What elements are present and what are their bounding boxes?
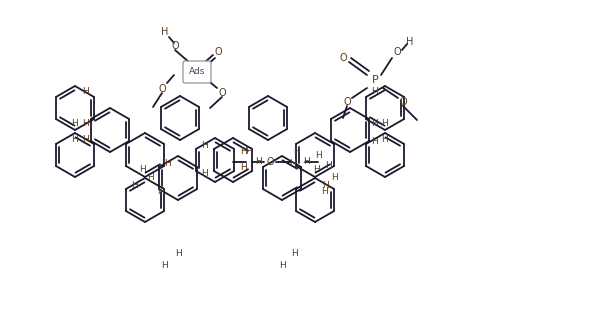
Text: H: H bbox=[201, 170, 208, 178]
Text: H: H bbox=[174, 249, 181, 257]
Text: O: O bbox=[214, 47, 222, 57]
Text: H: H bbox=[371, 136, 378, 146]
Text: P: P bbox=[371, 75, 378, 85]
Text: H: H bbox=[325, 161, 332, 170]
Text: H: H bbox=[321, 188, 327, 197]
Text: H: H bbox=[371, 120, 378, 128]
Text: H: H bbox=[72, 135, 79, 144]
Text: H: H bbox=[314, 164, 321, 174]
Text: H: H bbox=[406, 37, 414, 47]
Text: O: O bbox=[339, 53, 347, 63]
Text: H: H bbox=[371, 87, 378, 97]
Text: H: H bbox=[161, 261, 168, 269]
Text: H: H bbox=[72, 120, 79, 128]
Text: O: O bbox=[393, 47, 401, 57]
Text: H: H bbox=[82, 120, 88, 128]
Text: Ads: Ads bbox=[189, 68, 205, 76]
Text: H: H bbox=[139, 164, 146, 174]
Text: H: H bbox=[201, 141, 208, 150]
Text: H: H bbox=[239, 148, 246, 157]
Text: H: H bbox=[131, 181, 138, 190]
Text: H: H bbox=[147, 174, 154, 183]
FancyBboxPatch shape bbox=[183, 61, 211, 83]
Text: H: H bbox=[289, 160, 295, 168]
Text: H: H bbox=[165, 160, 171, 168]
Text: H: H bbox=[244, 148, 251, 157]
Text: H: H bbox=[82, 135, 88, 144]
Text: H: H bbox=[82, 87, 88, 97]
Text: H: H bbox=[157, 188, 163, 197]
Text: H: H bbox=[293, 148, 300, 157]
Text: O: O bbox=[266, 157, 274, 167]
Text: O: O bbox=[399, 97, 407, 107]
Text: O: O bbox=[218, 88, 226, 98]
Text: H: H bbox=[322, 181, 328, 190]
Text: H: H bbox=[330, 174, 337, 183]
Text: H: H bbox=[382, 120, 389, 128]
Text: H: H bbox=[279, 261, 286, 269]
Text: H: H bbox=[303, 158, 309, 166]
Text: H: H bbox=[314, 150, 321, 160]
Text: O: O bbox=[158, 84, 166, 94]
Text: H: H bbox=[239, 163, 246, 173]
Text: O: O bbox=[343, 97, 351, 107]
Text: H: H bbox=[161, 27, 169, 37]
Text: O: O bbox=[171, 41, 179, 51]
Text: H: H bbox=[382, 135, 389, 144]
Text: H: H bbox=[255, 158, 262, 166]
Text: H: H bbox=[292, 249, 298, 257]
